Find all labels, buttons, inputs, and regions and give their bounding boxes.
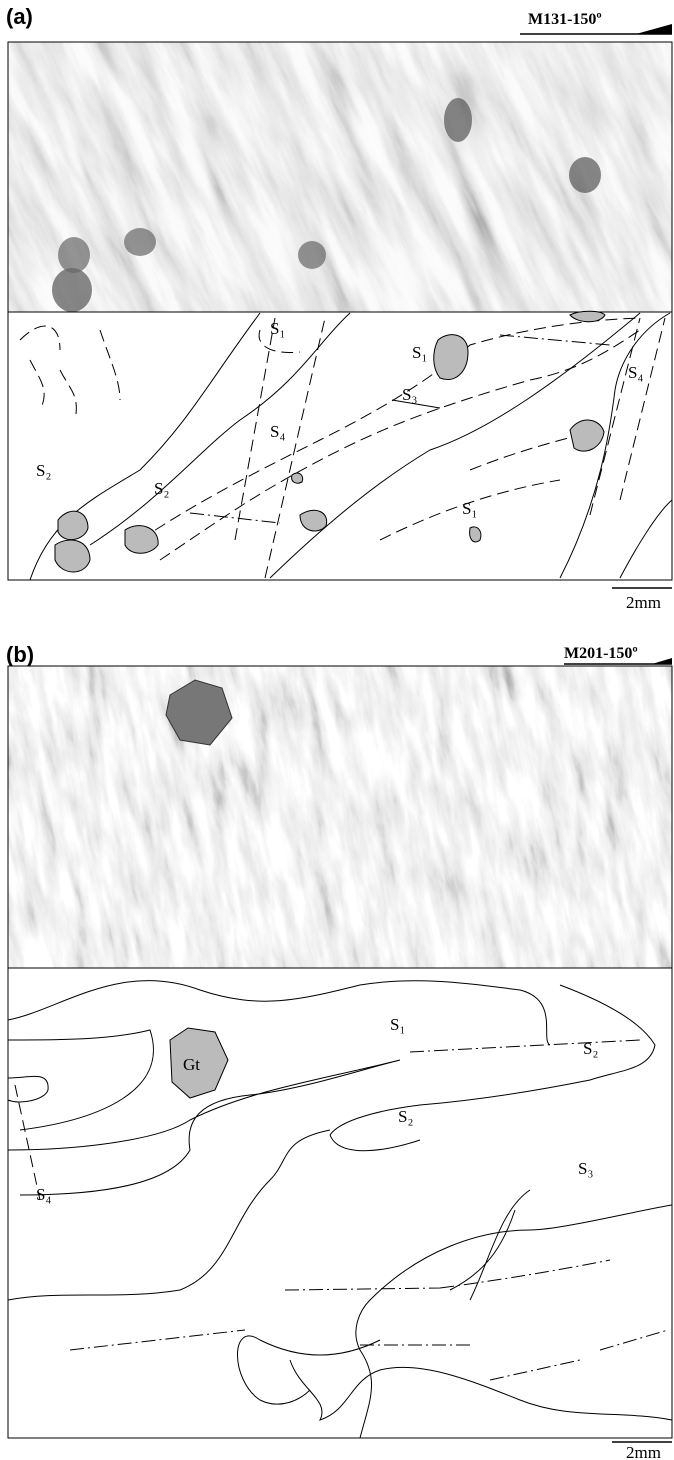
annotation: S₄ <box>270 422 285 441</box>
annotation: S₁ <box>390 1015 405 1034</box>
sketch <box>8 311 672 580</box>
annotation: S₂ <box>398 1107 413 1126</box>
annotation: S₁ <box>270 319 285 338</box>
annotation: S₁ <box>412 343 427 362</box>
panel-label: (a) <box>6 4 33 29</box>
shear-arrow <box>636 24 672 34</box>
scale-label: 2mm <box>626 593 661 612</box>
annotation: S₃ <box>402 385 417 404</box>
figure: (a) M131-150º S₁ S₁ <box>0 0 674 1460</box>
annotation: S₂ <box>36 461 51 480</box>
annotation: Gt <box>183 1055 200 1074</box>
sample-label: M201-150º <box>564 645 638 662</box>
panel-label: (b) <box>6 642 34 667</box>
scale-label: 2mm <box>626 1443 661 1460</box>
annotation: S₁ <box>462 499 477 518</box>
shear-arrow <box>652 658 672 664</box>
sample-label: M131-150º <box>528 11 602 28</box>
annotation: S₄ <box>628 363 643 382</box>
annotation: S₄ <box>36 1185 51 1204</box>
annotation: S₂ <box>154 479 169 498</box>
annotation: S₃ <box>578 1159 593 1178</box>
sketch <box>8 968 672 1438</box>
annotation: S₂ <box>583 1039 598 1058</box>
